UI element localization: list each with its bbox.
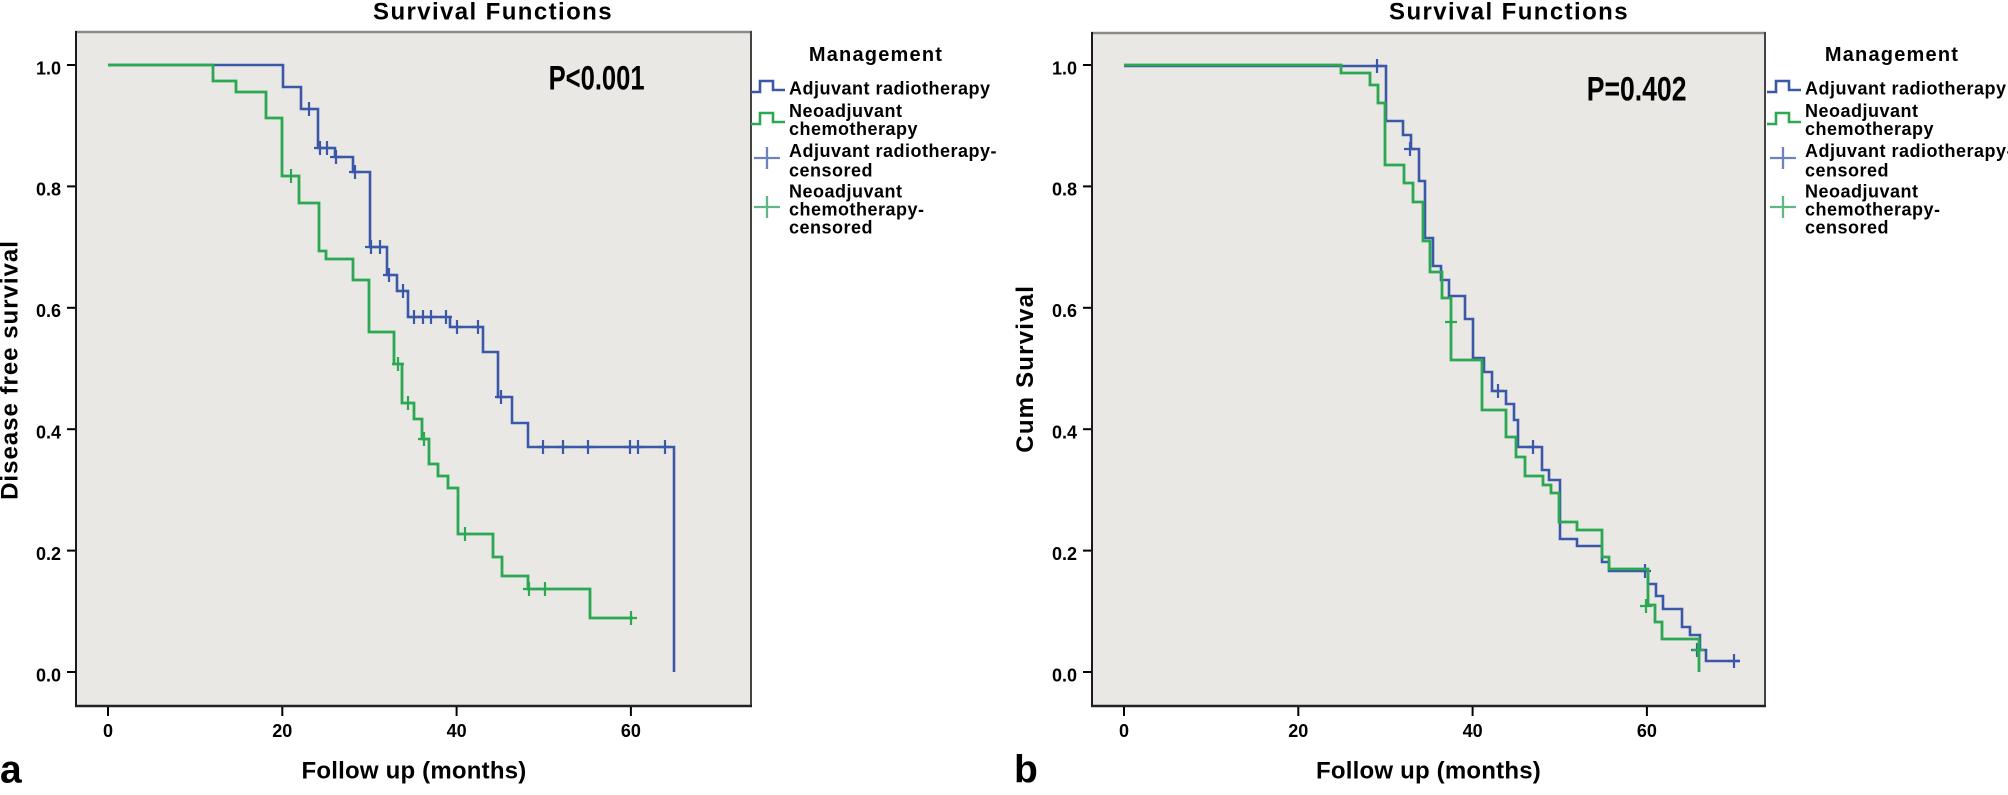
svg-text:0.6: 0.6 [1052,301,1077,321]
svg-text:chemotherapy-: chemotherapy- [789,200,925,220]
svg-text:Survival Functions: Survival Functions [1389,0,1629,26]
svg-text:0.2: 0.2 [36,544,61,564]
svg-text:Adjuvant radiotherapy-: Adjuvant radiotherapy- [789,141,997,161]
svg-text:Disease free survival: Disease free survival [0,240,24,500]
svg-text:0.6: 0.6 [36,301,61,321]
svg-text:chemotherapy: chemotherapy [1805,119,1934,139]
svg-text:a: a [0,749,22,791]
svg-text:censored: censored [1805,218,1889,238]
svg-text:40: 40 [447,721,467,741]
svg-text:chemotherapy-: chemotherapy- [1805,200,1941,220]
svg-text:Adjuvant radiotherapy: Adjuvant radiotherapy [789,79,991,99]
svg-text:Neoadjuvant: Neoadjuvant [789,101,903,121]
svg-text:0: 0 [1119,721,1129,741]
svg-text:censored: censored [789,218,873,238]
svg-text:Cum Survival: Cum Survival [1012,285,1039,453]
svg-text:Management: Management [1825,44,1959,66]
svg-text:0.0: 0.0 [1052,665,1077,685]
svg-text:0.8: 0.8 [36,180,61,200]
svg-text:b: b [1014,749,1038,791]
svg-text:60: 60 [1637,721,1657,741]
svg-text:Adjuvant radiotherapy: Adjuvant radiotherapy [1805,79,2007,99]
svg-text:0.0: 0.0 [36,665,61,685]
svg-text:censored: censored [1805,161,1889,181]
svg-text:Neoadjuvant: Neoadjuvant [1805,182,1919,202]
svg-text:1.0: 1.0 [1052,58,1077,78]
svg-text:Follow up (months): Follow up (months) [302,758,527,785]
svg-text:Management: Management [809,44,943,66]
svg-text:Adjuvant radiotherapy-: Adjuvant radiotherapy- [1805,141,2008,161]
svg-text:chemotherapy: chemotherapy [789,119,918,139]
svg-text:0: 0 [103,721,113,741]
svg-text:1.0: 1.0 [36,58,61,78]
svg-text:Neoadjuvant: Neoadjuvant [789,182,903,202]
svg-text:0.2: 0.2 [1052,544,1077,564]
svg-text:20: 20 [1288,721,1308,741]
svg-text:60: 60 [621,721,641,741]
svg-text:40: 40 [1463,721,1483,741]
svg-text:P=0.402: P=0.402 [1587,71,1687,109]
svg-text:Survival Functions: Survival Functions [373,0,613,26]
svg-text:censored: censored [789,161,873,181]
svg-text:P<0.001: P<0.001 [549,60,645,97]
svg-text:Follow up (months): Follow up (months) [1316,758,1541,785]
svg-text:0.8: 0.8 [1052,180,1077,200]
svg-text:0.4: 0.4 [36,423,61,443]
svg-text:0.4: 0.4 [1052,423,1077,443]
svg-text:Neoadjuvant: Neoadjuvant [1805,101,1919,121]
svg-text:20: 20 [272,721,292,741]
